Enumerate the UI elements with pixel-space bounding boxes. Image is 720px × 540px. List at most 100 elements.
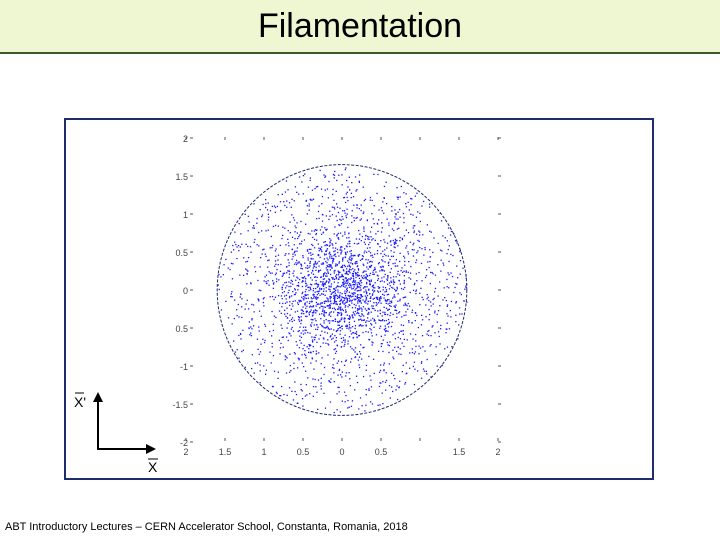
scatter-point bbox=[310, 258, 313, 260]
scatter-point bbox=[310, 272, 313, 274]
scatter-point bbox=[416, 233, 418, 235]
scatter-point bbox=[331, 267, 333, 269]
scatter-point bbox=[358, 334, 361, 337]
scatter-point bbox=[298, 193, 300, 195]
scatter-point bbox=[282, 284, 284, 286]
scatter-point bbox=[225, 300, 227, 302]
scatter-point bbox=[340, 266, 342, 268]
scatter-point bbox=[405, 362, 407, 364]
scatter-point bbox=[429, 206, 431, 208]
scatter-point bbox=[430, 344, 432, 346]
scatter-point bbox=[305, 267, 307, 269]
scatter-point bbox=[344, 343, 346, 346]
scatter-point bbox=[359, 297, 362, 300]
scatter-point bbox=[247, 230, 249, 232]
scatter-point bbox=[315, 305, 317, 307]
scatter-point bbox=[280, 209, 282, 212]
scatter-point bbox=[347, 306, 349, 308]
scatter-point bbox=[385, 289, 388, 291]
scatter-point bbox=[343, 299, 345, 301]
scatter-point bbox=[369, 196, 372, 199]
scatter-point bbox=[286, 312, 289, 315]
scatter-point bbox=[314, 336, 316, 339]
scatter-point bbox=[466, 301, 468, 303]
scatter-point bbox=[365, 277, 367, 279]
scatter-point bbox=[328, 344, 330, 346]
scatter-point bbox=[358, 315, 360, 317]
scatter-point bbox=[251, 318, 253, 320]
scatter-point bbox=[354, 289, 356, 291]
scatter-point bbox=[317, 379, 320, 381]
scatter-point bbox=[389, 397, 391, 399]
scatter-point bbox=[312, 290, 314, 292]
scatter-point bbox=[338, 369, 340, 372]
scatter-point bbox=[314, 229, 317, 231]
scatter-point bbox=[326, 297, 328, 299]
scatter-point bbox=[272, 355, 275, 357]
scatter-point bbox=[308, 289, 310, 292]
scatter-point bbox=[365, 388, 367, 391]
scatter-point bbox=[384, 313, 386, 315]
scatter-point bbox=[342, 337, 345, 339]
scatter-point bbox=[357, 300, 359, 302]
scatter-point bbox=[326, 269, 328, 271]
scatter-point bbox=[329, 304, 331, 307]
scatter-point bbox=[350, 358, 353, 360]
scatter-point bbox=[350, 405, 353, 407]
scatter-point bbox=[318, 269, 320, 272]
scatter-point bbox=[253, 225, 255, 227]
scatter-point bbox=[296, 222, 298, 224]
scatter-point bbox=[373, 297, 375, 299]
scatter-point bbox=[280, 295, 283, 297]
vertical-axis-label: X' bbox=[74, 394, 86, 410]
scatter-point bbox=[328, 245, 331, 247]
scatter-point bbox=[300, 336, 303, 339]
scatter-point bbox=[297, 277, 299, 279]
scatter-point bbox=[302, 310, 304, 313]
scatter-point bbox=[423, 200, 425, 203]
scatter-point bbox=[395, 213, 397, 215]
scatter-point bbox=[298, 358, 300, 360]
scatter-point bbox=[301, 268, 303, 270]
scatter-point bbox=[323, 302, 326, 304]
scatter-point bbox=[321, 357, 323, 359]
scatter-point bbox=[354, 389, 356, 391]
scatter-point bbox=[408, 261, 410, 263]
scatter-point bbox=[241, 243, 243, 245]
scatter-point bbox=[354, 295, 356, 297]
scatter-point bbox=[288, 262, 290, 264]
scatter-point bbox=[383, 297, 385, 299]
scatter-point bbox=[302, 291, 304, 293]
scatter-point bbox=[377, 263, 380, 265]
scatter-point bbox=[333, 287, 335, 290]
scatter-point bbox=[332, 173, 335, 176]
scatter-point bbox=[345, 301, 347, 303]
scatter-point bbox=[410, 197, 412, 200]
scatter-point bbox=[354, 347, 357, 349]
scatter-point bbox=[333, 300, 336, 302]
scatter-point bbox=[290, 335, 292, 337]
scatter-point bbox=[305, 285, 307, 287]
scatter-point bbox=[279, 244, 281, 247]
scatter-point bbox=[256, 244, 258, 246]
scatter-point bbox=[357, 308, 359, 310]
scatter-point bbox=[402, 288, 405, 290]
scatter-point bbox=[409, 291, 411, 294]
scatter-point bbox=[357, 254, 359, 256]
scatter-point bbox=[349, 283, 351, 285]
scatter-point bbox=[384, 287, 387, 289]
scatter-point bbox=[300, 309, 302, 311]
scatter-point bbox=[337, 232, 339, 235]
scatter-point bbox=[315, 296, 317, 298]
scatter-point bbox=[327, 299, 329, 301]
scatter-point bbox=[440, 324, 442, 327]
scatter-point bbox=[387, 293, 390, 295]
scatter-point bbox=[325, 300, 328, 302]
scatter-point bbox=[333, 254, 335, 257]
scatter-point bbox=[354, 307, 357, 309]
scatter-point bbox=[386, 278, 388, 280]
scatter-point bbox=[257, 362, 259, 364]
scatter-point bbox=[254, 271, 257, 273]
scatter-point bbox=[337, 237, 339, 239]
scatter-point bbox=[372, 293, 374, 295]
